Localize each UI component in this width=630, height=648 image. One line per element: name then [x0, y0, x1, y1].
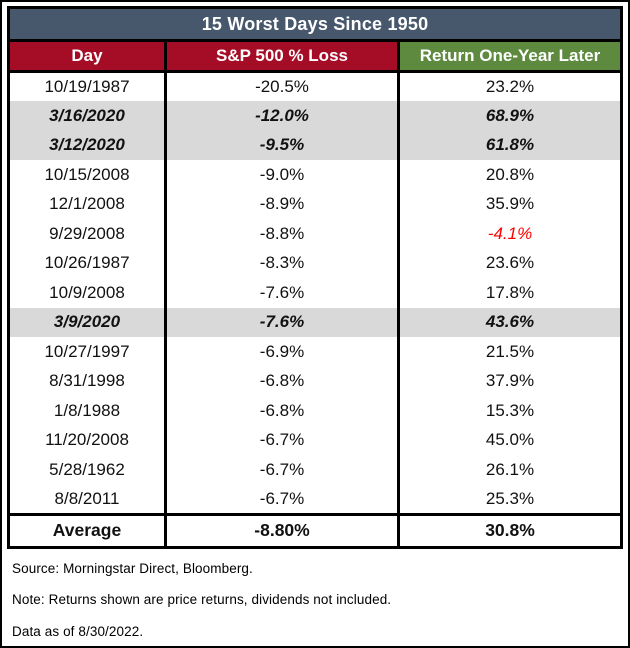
day-cell: 12/1/2008 [8, 189, 166, 219]
table-row: 3/12/2020 -9.5% 61.8% [8, 130, 622, 160]
loss-cell: -6.7% [164, 425, 399, 455]
loss-cell: -6.7% [164, 455, 399, 485]
return-cell: 68.9% [397, 101, 622, 131]
table-row: 8/8/2011 -6.7% 25.3% [8, 484, 622, 514]
return-cell: 35.9% [397, 189, 622, 219]
loss-cell: -6.7% [164, 484, 399, 514]
loss-cell: -8.3% [164, 248, 399, 278]
table-row: 9/29/2008 -8.8% -4.1% [8, 219, 622, 249]
table-row: 1/8/1988 -6.8% 15.3% [8, 396, 622, 426]
table-row: 10/26/1987 -8.3% 23.6% [8, 248, 622, 278]
day-cell: 5/28/1962 [8, 455, 166, 485]
return-cell: 20.8% [397, 160, 622, 190]
average-return-value: 30.8% [397, 512, 622, 547]
loss-cell: -12.0% [164, 101, 399, 131]
day-cell: 11/20/2008 [8, 425, 166, 455]
day-cell: 3/12/2020 [8, 130, 166, 160]
loss-cell: -8.8% [164, 219, 399, 249]
table-row: 12/1/2008 -8.9% 35.9% [8, 189, 622, 219]
day-cell: 1/8/1988 [8, 396, 166, 426]
footnote-asof: Data as of 8/30/2022. [12, 623, 144, 639]
return-cell: 43.6% [397, 307, 622, 337]
worst-days-table: 15 Worst Days Since 1950 Day S&P 500 % L… [7, 6, 623, 549]
return-cell: 21.5% [397, 337, 622, 367]
return-cell: 23.2% [397, 71, 622, 101]
column-header-return: Return One-Year Later [397, 40, 622, 73]
loss-cell: -9.0% [164, 160, 399, 190]
day-cell: 10/26/1987 [8, 248, 166, 278]
table-row: 8/31/1998 -6.8% 37.9% [8, 366, 622, 396]
loss-cell: -7.6% [164, 278, 399, 308]
header-row: Day S&P 500 % Loss Return One-Year Later [8, 40, 622, 73]
table-row: 5/28/1962 -6.7% 26.1% [8, 455, 622, 485]
day-cell: 3/9/2020 [8, 307, 166, 337]
column-header-loss: S&P 500 % Loss [164, 40, 399, 73]
return-cell: 17.8% [397, 278, 622, 308]
loss-cell: -6.9% [164, 337, 399, 367]
average-row: Average -8.80% 30.8% [8, 512, 622, 547]
day-cell: 9/29/2008 [8, 219, 166, 249]
loss-cell: -7.6% [164, 307, 399, 337]
return-cell: 15.3% [397, 396, 622, 426]
day-cell: 10/9/2008 [8, 278, 166, 308]
table-row: 10/19/1987 -20.5% 23.2% [8, 71, 622, 101]
day-cell: 10/27/1997 [8, 337, 166, 367]
return-cell: 45.0% [397, 425, 622, 455]
table-row: 10/15/2008 -9.0% 20.8% [8, 160, 622, 190]
return-cell: 25.3% [397, 484, 622, 514]
average-label: Average [8, 512, 166, 547]
average-loss-value: -8.80% [164, 512, 399, 547]
return-cell: 61.8% [397, 130, 622, 160]
return-cell: 26.1% [397, 455, 622, 485]
day-cell: 10/15/2008 [8, 160, 166, 190]
footnote-note: Note: Returns shown are price returns, d… [12, 592, 392, 607]
table-row: 10/9/2008 -7.6% 17.8% [8, 278, 622, 308]
loss-cell: -20.5% [164, 71, 399, 101]
table-row: 3/9/2020 -7.6% 43.6% [8, 307, 622, 337]
loss-cell: -6.8% [164, 396, 399, 426]
table-row: 3/16/2020 -12.0% 68.9% [8, 101, 622, 131]
footnotes: Source: Morningstar Direct, Bloomberg. N… [7, 549, 623, 639]
table-title: 15 Worst Days Since 1950 [8, 7, 622, 42]
table-row: 10/27/1997 -6.9% 21.5% [8, 337, 622, 367]
loss-cell: -8.9% [164, 189, 399, 219]
day-cell: 10/19/1987 [8, 71, 166, 101]
return-cell: 23.6% [397, 248, 622, 278]
loss-cell: -6.8% [164, 366, 399, 396]
return-cell: 37.9% [397, 366, 622, 396]
return-cell: -4.1% [397, 219, 622, 249]
day-cell: 3/16/2020 [8, 101, 166, 131]
footnote-source: Source: Morningstar Direct, Bloomberg. [12, 560, 253, 576]
table-body: 10/19/1987 -20.5% 23.2% 3/16/2020 -12.0%… [8, 71, 622, 514]
table-row: 11/20/2008 -6.7% 45.0% [8, 425, 622, 455]
day-cell: 8/31/1998 [8, 366, 166, 396]
loss-cell: -9.5% [164, 130, 399, 160]
day-cell: 8/8/2011 [8, 484, 166, 514]
column-header-day: Day [8, 40, 166, 73]
